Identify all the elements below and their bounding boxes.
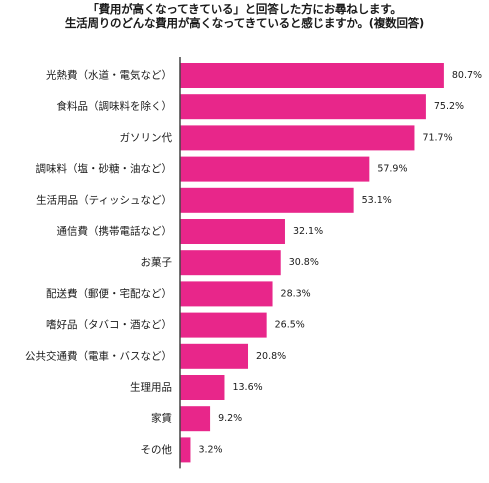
category-label: 配送費（郵便・宅配など）	[46, 287, 172, 300]
bar	[180, 63, 444, 88]
data-label: 3.2%	[198, 444, 222, 455]
bar	[180, 250, 281, 276]
category-label: 光熱費（水道・電気など）	[46, 69, 172, 82]
data-label: 28.3%	[281, 288, 311, 299]
bar	[180, 406, 211, 432]
chart-title-line2: 生活周りのどんな費用が高くなってきていると感じますか。(複数回答)	[64, 16, 425, 30]
category-label: 生活用品（ティッシュなど）	[36, 193, 172, 206]
category-label: ガソリン代	[120, 132, 173, 144]
category-label: 公共交通費（電車・バスなど）	[25, 349, 172, 362]
data-label: 26.5%	[275, 320, 305, 331]
bar	[180, 125, 415, 151]
category-label: 生理用品	[130, 381, 172, 394]
bar	[180, 375, 225, 400]
category-label: お菓子	[141, 257, 173, 269]
bar	[180, 437, 191, 463]
category-label: 食料品（調味料を除く）	[57, 100, 173, 113]
data-label: 75.2%	[434, 101, 464, 112]
category-label: 嗜好品（タバコ・酒など）	[46, 318, 172, 331]
data-label: 13.6%	[232, 382, 262, 393]
category-label: 家賃	[151, 412, 172, 425]
bar	[180, 281, 273, 307]
chart-title-line1: 「費用が高くなってきている」と回答した方にお尋ねします。	[87, 2, 402, 16]
category-label: 調味料（塩・砂糖・油など）	[36, 162, 173, 175]
data-label: 30.8%	[289, 257, 319, 268]
bar	[180, 219, 285, 244]
data-label: 32.1%	[293, 226, 323, 237]
data-label: 53.1%	[362, 195, 392, 206]
bar	[180, 343, 249, 369]
data-label: 20.8%	[256, 351, 286, 362]
data-label: 9.2%	[218, 413, 242, 424]
bar	[180, 94, 426, 120]
data-label: 80.7%	[452, 70, 482, 81]
category-label: 通信費（携帯電話など）	[57, 225, 173, 238]
data-label: 71.7%	[422, 132, 452, 143]
bar	[180, 156, 370, 182]
bar	[180, 187, 354, 213]
bar	[180, 312, 267, 338]
data-label: 57.9%	[377, 164, 407, 175]
category-label: その他	[141, 443, 173, 456]
